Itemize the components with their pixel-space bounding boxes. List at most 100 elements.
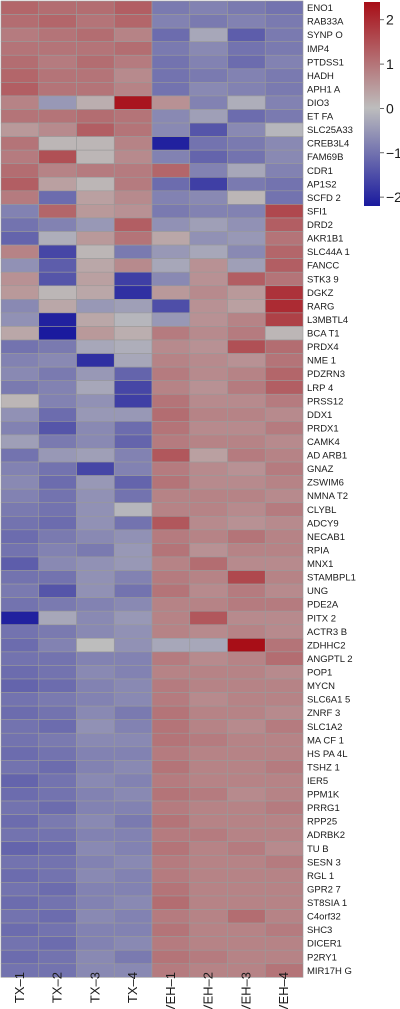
heatmap-cell xyxy=(189,827,228,843)
row-label: NME 1 xyxy=(307,356,336,367)
heatmap-cell xyxy=(113,719,153,734)
heatmap-cell xyxy=(113,421,153,436)
heatmap-cell xyxy=(76,556,115,571)
heatmap-cell xyxy=(227,149,266,165)
heatmap-cell xyxy=(76,366,115,381)
heatmap-cell xyxy=(227,665,266,680)
row-label: TU B xyxy=(307,844,329,855)
heatmap-cell xyxy=(189,54,228,70)
heatmap-cell xyxy=(227,244,266,259)
row-label: DIO3 xyxy=(307,98,329,109)
heatmap-cell xyxy=(151,773,191,788)
heatmap-cell xyxy=(227,814,266,829)
heatmap-cell xyxy=(151,556,191,571)
heatmap-cell xyxy=(264,882,304,897)
heatmap-cell xyxy=(0,448,40,463)
heatmap-cell xyxy=(227,678,266,693)
heatmap-cell xyxy=(113,814,153,829)
heatmap-cell xyxy=(189,488,228,504)
heatmap-cell xyxy=(113,217,153,232)
heatmap-cell xyxy=(76,54,115,70)
heatmap-cell xyxy=(189,583,228,598)
heatmap-cell xyxy=(76,800,115,815)
heatmap-cell xyxy=(264,488,304,504)
heatmap-cell xyxy=(38,529,77,544)
heatmap-cell xyxy=(76,922,115,937)
heatmap-cell xyxy=(76,163,115,178)
row-label: SESN 3 xyxy=(307,857,341,868)
heatmap-cell xyxy=(151,271,191,287)
heatmap-cell xyxy=(76,570,115,585)
heatmap-cell xyxy=(76,393,115,409)
row-label: APH1 A xyxy=(307,84,341,95)
heatmap-cell xyxy=(151,665,191,680)
column-label: VEH–2 xyxy=(201,972,216,1009)
heatmap-cell xyxy=(38,949,77,965)
heatmap-cell xyxy=(38,176,77,192)
heatmap-cell xyxy=(189,854,228,870)
heatmap-cell xyxy=(227,583,266,598)
heatmap-cell xyxy=(0,204,40,219)
row-label: GPR2 7 xyxy=(307,884,341,895)
heatmap-cell xyxy=(76,868,115,883)
heatmap-cell xyxy=(189,258,228,273)
heatmap-cell xyxy=(113,312,153,327)
row-label: SLC44A 1 xyxy=(307,247,350,258)
heatmap-cell xyxy=(113,827,153,843)
heatmap-cell xyxy=(189,502,228,517)
heatmap-cell xyxy=(227,393,266,409)
heatmap-cell xyxy=(151,936,191,951)
heatmap-cell xyxy=(0,705,40,720)
heatmap-cell xyxy=(0,678,40,693)
column-label: TX–1 xyxy=(12,972,27,1003)
heatmap-cell xyxy=(0,882,40,897)
heatmap-cell xyxy=(189,814,228,829)
heatmap-cell xyxy=(76,461,115,476)
heatmap-cell xyxy=(189,570,228,585)
heatmap-cell xyxy=(0,841,40,856)
heatmap-cell xyxy=(38,597,77,612)
row-label: P2RY1 xyxy=(307,952,337,963)
heatmap-cell xyxy=(264,868,304,883)
heatmap-cell xyxy=(113,610,153,626)
heatmap-cell xyxy=(38,244,77,259)
heatmap-cell xyxy=(264,638,304,653)
heatmap-cell xyxy=(264,54,304,70)
heatmap-cell xyxy=(189,380,228,395)
heatmap-cell xyxy=(38,841,77,856)
heatmap-cell xyxy=(76,895,115,910)
row-label: PTDSS1 xyxy=(307,57,344,68)
heatmap-cell xyxy=(227,502,266,517)
heatmap-cell xyxy=(264,502,304,517)
heatmap-cell xyxy=(0,299,40,314)
heatmap-cell xyxy=(113,231,153,246)
heatmap-cell xyxy=(189,556,228,571)
heatmap-cell xyxy=(264,271,304,287)
heatmap-cell xyxy=(151,909,191,924)
heatmap-cell xyxy=(113,732,153,748)
heatmap-cell xyxy=(227,570,266,585)
column-label: TX–3 xyxy=(87,972,102,1003)
heatmap-cell xyxy=(151,339,191,354)
heatmap-cell xyxy=(0,800,40,815)
heatmap-cell xyxy=(76,0,115,15)
heatmap-cell xyxy=(189,732,228,748)
heatmap-cell xyxy=(38,231,77,246)
heatmap-cell xyxy=(38,922,77,937)
heatmap-cell xyxy=(113,800,153,815)
heatmap-cell xyxy=(38,68,77,83)
heatmap-cell xyxy=(189,434,228,449)
heatmap-cell xyxy=(38,638,77,653)
heatmap-cell xyxy=(227,529,266,544)
heatmap-cell xyxy=(76,312,115,327)
heatmap-cell xyxy=(151,380,191,395)
row-label: BCA T1 xyxy=(307,329,340,340)
heatmap-cell xyxy=(227,41,266,56)
heatmap-cell xyxy=(264,176,304,192)
heatmap-cell xyxy=(38,773,77,788)
heatmap-cell xyxy=(0,285,40,300)
heatmap-cell xyxy=(0,610,40,626)
heatmap-cell xyxy=(151,570,191,585)
heatmap-cell xyxy=(38,380,77,395)
colorbar-tick-label: −1 xyxy=(386,145,400,161)
